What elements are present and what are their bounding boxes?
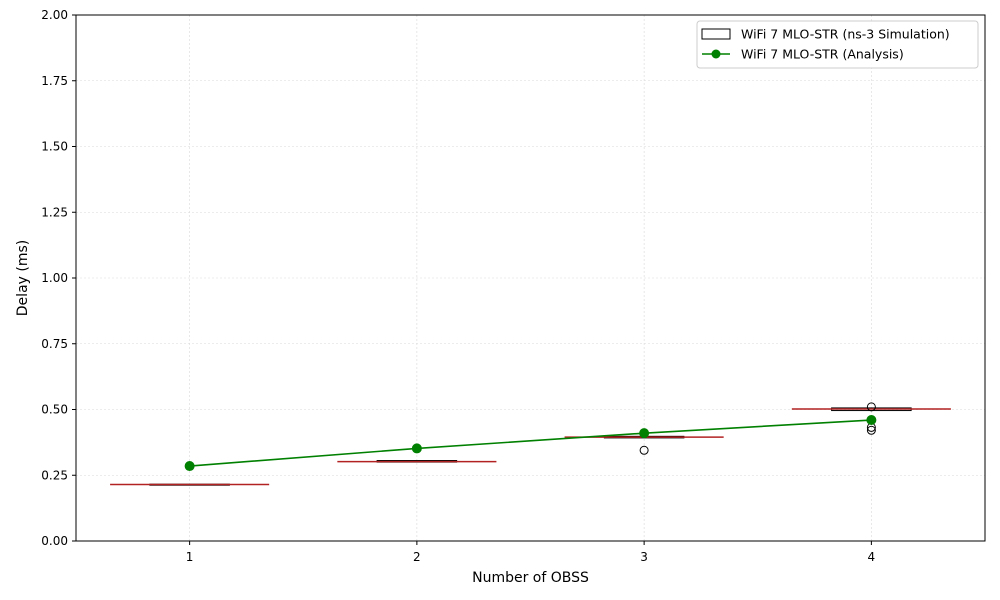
y-tick-label: 0.25 (41, 468, 68, 482)
analysis-point (411, 443, 422, 454)
box-outlier (866, 425, 876, 435)
axis-ticks: 0.00 0.25 0.50 0.75 1.00 1.25 1.50 1.75 2.00 1 2 3 4 (41, 8, 875, 564)
x-tick-label: 4 (868, 550, 876, 564)
analysis-point (639, 428, 650, 439)
legend-box-swatch (701, 28, 731, 40)
legend-label-analysis: WiFi 7 MLO-STR (Analysis) (741, 47, 904, 62)
y-tick-label: 0.75 (41, 337, 68, 351)
box-series (110, 402, 951, 486)
y-tick-label: 1.75 (41, 74, 68, 88)
y-tick-label: 0.00 (41, 534, 68, 548)
legend-dot-swatch (711, 49, 721, 59)
y-tick-label: 1.25 (41, 205, 68, 219)
y-tick-label: 2.00 (41, 8, 68, 22)
x-tick-label: 1 (186, 550, 194, 564)
analysis-point (866, 415, 877, 426)
y-tick-label: 0.50 (41, 403, 68, 417)
y-axis-label: Delay (ms) (15, 240, 31, 316)
grid (76, 14, 985, 542)
analysis-line (189, 419, 872, 467)
legend: WiFi 7 MLO-STR (ns-3 Simulation) WiFi 7 … (696, 20, 979, 69)
box-outlier (639, 445, 649, 455)
y-tick-label: 1.00 (41, 271, 68, 285)
x-tick-label: 3 (640, 550, 648, 564)
x-axis-label: Number of OBSS (472, 570, 589, 586)
y-tick-label: 1.50 (41, 140, 68, 154)
x-tick-label: 2 (413, 550, 421, 564)
analysis-point (184, 461, 195, 472)
box-outlier (866, 402, 876, 412)
legend-label-simulation: WiFi 7 MLO-STR (ns-3 Simulation) (741, 27, 950, 42)
legend-frame (696, 20, 979, 69)
analysis-series (184, 415, 877, 472)
